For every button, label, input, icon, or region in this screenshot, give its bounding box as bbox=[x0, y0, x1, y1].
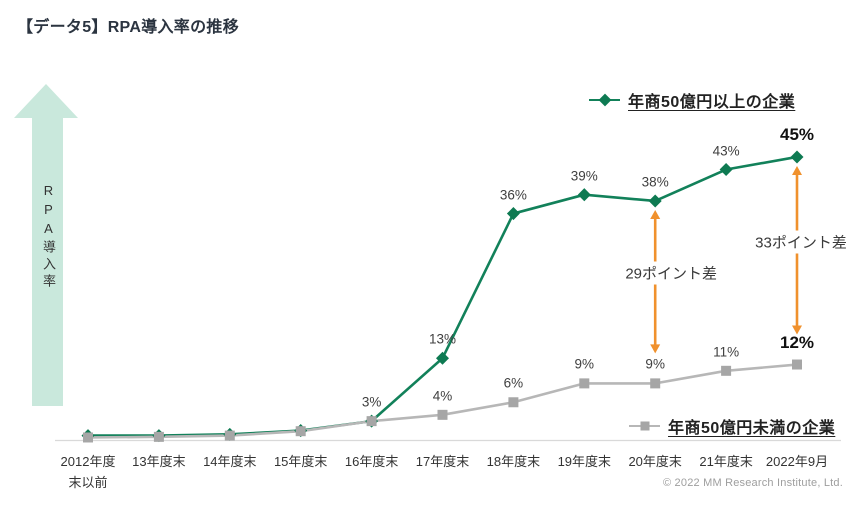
arrow-down-icon bbox=[792, 325, 802, 335]
data-point-square bbox=[650, 378, 661, 389]
arrow-up-icon bbox=[650, 209, 661, 219]
copyright: © 2022 MM Research Institute, Ltd. bbox=[663, 477, 843, 489]
data-point-square bbox=[83, 432, 93, 443]
legend-large-companies-label: 年商50億円以上の企業 bbox=[628, 94, 796, 111]
y-axis-label: RPA導入率 bbox=[41, 183, 56, 291]
data-point-square bbox=[224, 430, 235, 441]
data-point-square bbox=[153, 431, 164, 442]
legend-small-companies-label: 年商50億円未満の企業 bbox=[668, 420, 836, 437]
data-point-square bbox=[366, 416, 377, 427]
data-point-square bbox=[508, 397, 519, 408]
data-point-square bbox=[295, 426, 306, 437]
data-point-square bbox=[792, 359, 802, 370]
data-point-diamond bbox=[577, 188, 591, 202]
arrow-down-icon bbox=[650, 344, 661, 354]
data-point-square bbox=[579, 378, 590, 389]
legend-line-diamond-icon bbox=[589, 93, 620, 107]
data-point-square bbox=[721, 365, 732, 376]
legend-small-companies: 年商50億円未満の企業 bbox=[629, 414, 835, 438]
diamond-marker-icon bbox=[598, 93, 611, 107]
data-point-diamond bbox=[719, 163, 733, 177]
arrow-up-icon bbox=[792, 165, 802, 175]
data-point-diamond bbox=[435, 351, 450, 365]
data-point-diamond bbox=[506, 207, 520, 221]
legend-line-square-icon bbox=[629, 420, 660, 433]
square-marker-icon bbox=[640, 421, 649, 431]
page-title: 【データ5】RPA導入率の推移 bbox=[17, 19, 239, 36]
legend-large-companies: 年商50億円以上の企業 bbox=[589, 88, 795, 112]
data-point-square bbox=[437, 409, 448, 420]
data-point-diamond bbox=[790, 150, 804, 164]
y-axis-arrow-icon bbox=[14, 84, 78, 406]
data-point-diamond bbox=[648, 194, 662, 208]
series-line-0 bbox=[86, 155, 799, 437]
